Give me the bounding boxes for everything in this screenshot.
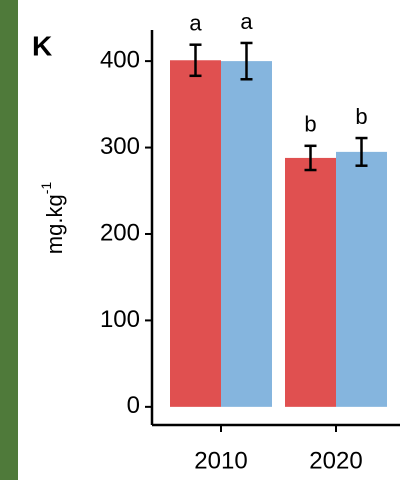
panel-label: K: [32, 30, 52, 61]
bar: [285, 157, 336, 407]
background-foliage: [0, 0, 18, 480]
y-tick-label: 300: [100, 133, 140, 160]
bar: [336, 151, 387, 407]
significance-letter: b: [355, 104, 367, 129]
x-tick-label: 2010: [194, 447, 247, 474]
significance-letter: b: [304, 112, 316, 137]
y-axis-label-text: mg.kg: [42, 194, 67, 254]
y-tick-label: 0: [127, 392, 140, 419]
y-axis-label: mg.kg-1: [38, 182, 67, 255]
significance-letter: a: [189, 11, 202, 36]
y-axis-label-superscript: -1: [38, 182, 54, 195]
y-tick-label: 200: [100, 219, 140, 246]
bar: [170, 60, 221, 407]
x-tick-label: 2020: [309, 447, 362, 474]
bar: [221, 61, 272, 407]
significance-letter: a: [240, 9, 253, 34]
y-tick-label: 100: [100, 306, 140, 333]
y-tick-label: 400: [100, 46, 140, 73]
